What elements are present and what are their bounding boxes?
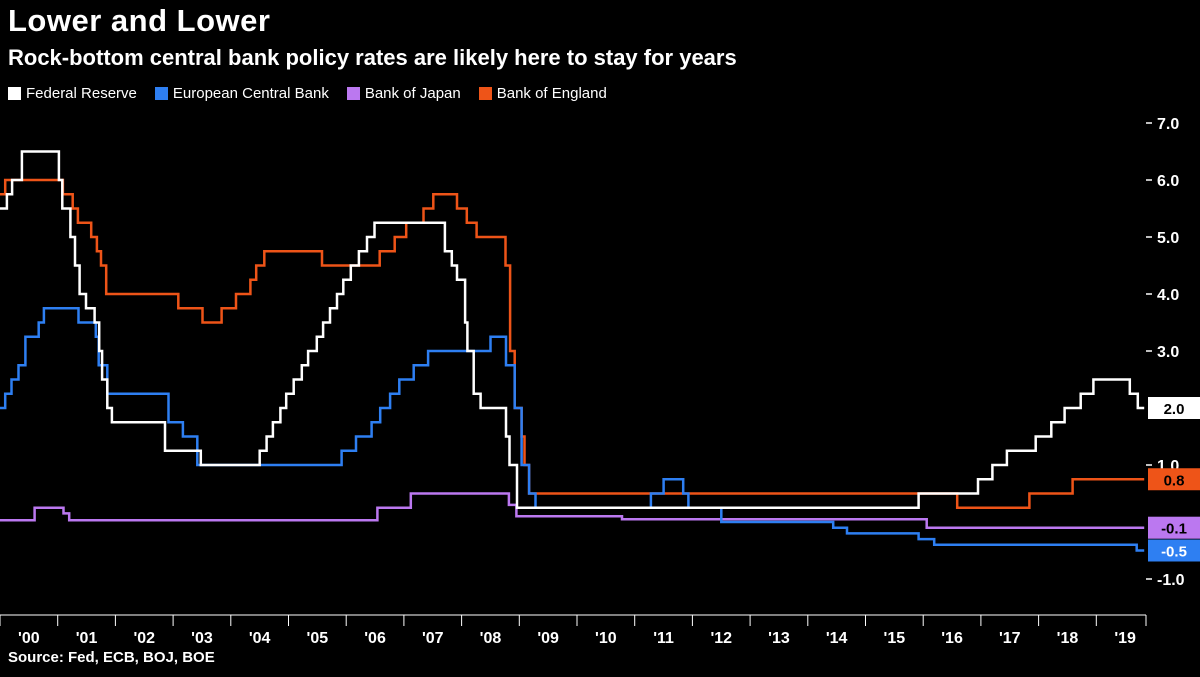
x-axis-tick-label: '04 [249,630,271,645]
y-axis-tick-label: 3.0 [1157,344,1179,361]
end-value-badge-federal-reserve [1148,397,1200,419]
end-value-badge-label: 0.8 [1164,472,1185,489]
source-note: Source: Fed, ECB, BOJ, BOE [8,649,215,666]
x-axis-tick-label: '18 [1057,630,1079,645]
x-axis-tick-label: '01 [76,630,98,645]
x-axis-tick-label: '09 [537,630,559,645]
x-axis-tick-label: '16 [941,630,963,645]
legend-swatch-european-central-bank [154,86,168,100]
end-value-badge-bank-of-england [1148,468,1200,491]
y-axis-tick-label: 5.0 [1157,230,1179,247]
legend-item-bank-of-japan: Bank of Japan [346,84,461,102]
legend: Federal Reserve European Central Bank Bank… [8,84,1200,102]
end-value-badge-european-central-bank [1148,539,1200,562]
end-value-badge-bank-of-japan [1148,516,1200,539]
legend-label: Bank of England [496,84,607,102]
legend-label: Bank of Japan [364,84,461,102]
legend-item-bank-of-england: Bank of England [478,84,607,102]
policy-rates-chart: '00 '01 '02 '03 '04 '05 '06 '07 '08 '09 '10 '11 '12 '… [0,116,1200,645]
x-axis-tick-label: '10 [595,630,617,645]
x-axis-tick-label: '06 [364,630,386,645]
series-line-federal-reserve [0,150,1145,510]
legend-swatch-bank-of-japan [346,86,360,100]
x-axis-tick-label: '00 [18,630,40,645]
end-value-badge-label: -0.1 [1161,521,1187,538]
legend-label: European Central Bank [172,84,329,102]
y-axis-tick-label: 7.0 [1157,116,1179,133]
end-value-badge-label: -0.5 [1161,544,1187,561]
legend-label: Federal Reserve [26,84,137,102]
legend-item-federal-reserve: Federal Reserve [8,85,137,102]
series-line-bank-of-japan [0,492,1145,529]
x-axis-tick-label: '17 [999,630,1021,645]
x-axis-tick-label: '05 [307,630,329,645]
x-axis-tick-label: '12 [710,630,732,645]
legend-swatch-bank-of-england [478,86,492,100]
x-axis-tick-label: '11 [653,630,674,645]
series-line-european-central-bank [0,307,1145,552]
x-axis-tick-label: '07 [422,630,444,645]
chart-title: Lower and Lower [8,3,271,38]
end-value-badge-label: 2.0 [1164,401,1185,418]
x-axis-tick-label: '08 [480,630,502,645]
x-axis-tick-label: '03 [191,630,213,645]
chart-subtitle: Rock-bottom central bank policy rates ar… [8,45,737,70]
x-axis-tick-label: '02 [133,630,155,645]
x-axis-tick-label: '15 [884,630,906,645]
series-line-bank-of-england [0,178,1145,510]
y-axis-tick-label: 4.0 [1157,287,1179,304]
y-axis-tick-label: -1.0 [1157,572,1185,589]
x-axis-tick-label: '19 [1114,630,1136,645]
legend-item-european-central-bank: European Central Bank [154,84,329,102]
legend-swatch-federal-reserve [8,86,21,100]
x-axis-tick-label: '14 [826,630,848,645]
y-axis-tick-label: 6.0 [1157,173,1179,190]
x-axis-tick-label: '13 [768,630,790,645]
